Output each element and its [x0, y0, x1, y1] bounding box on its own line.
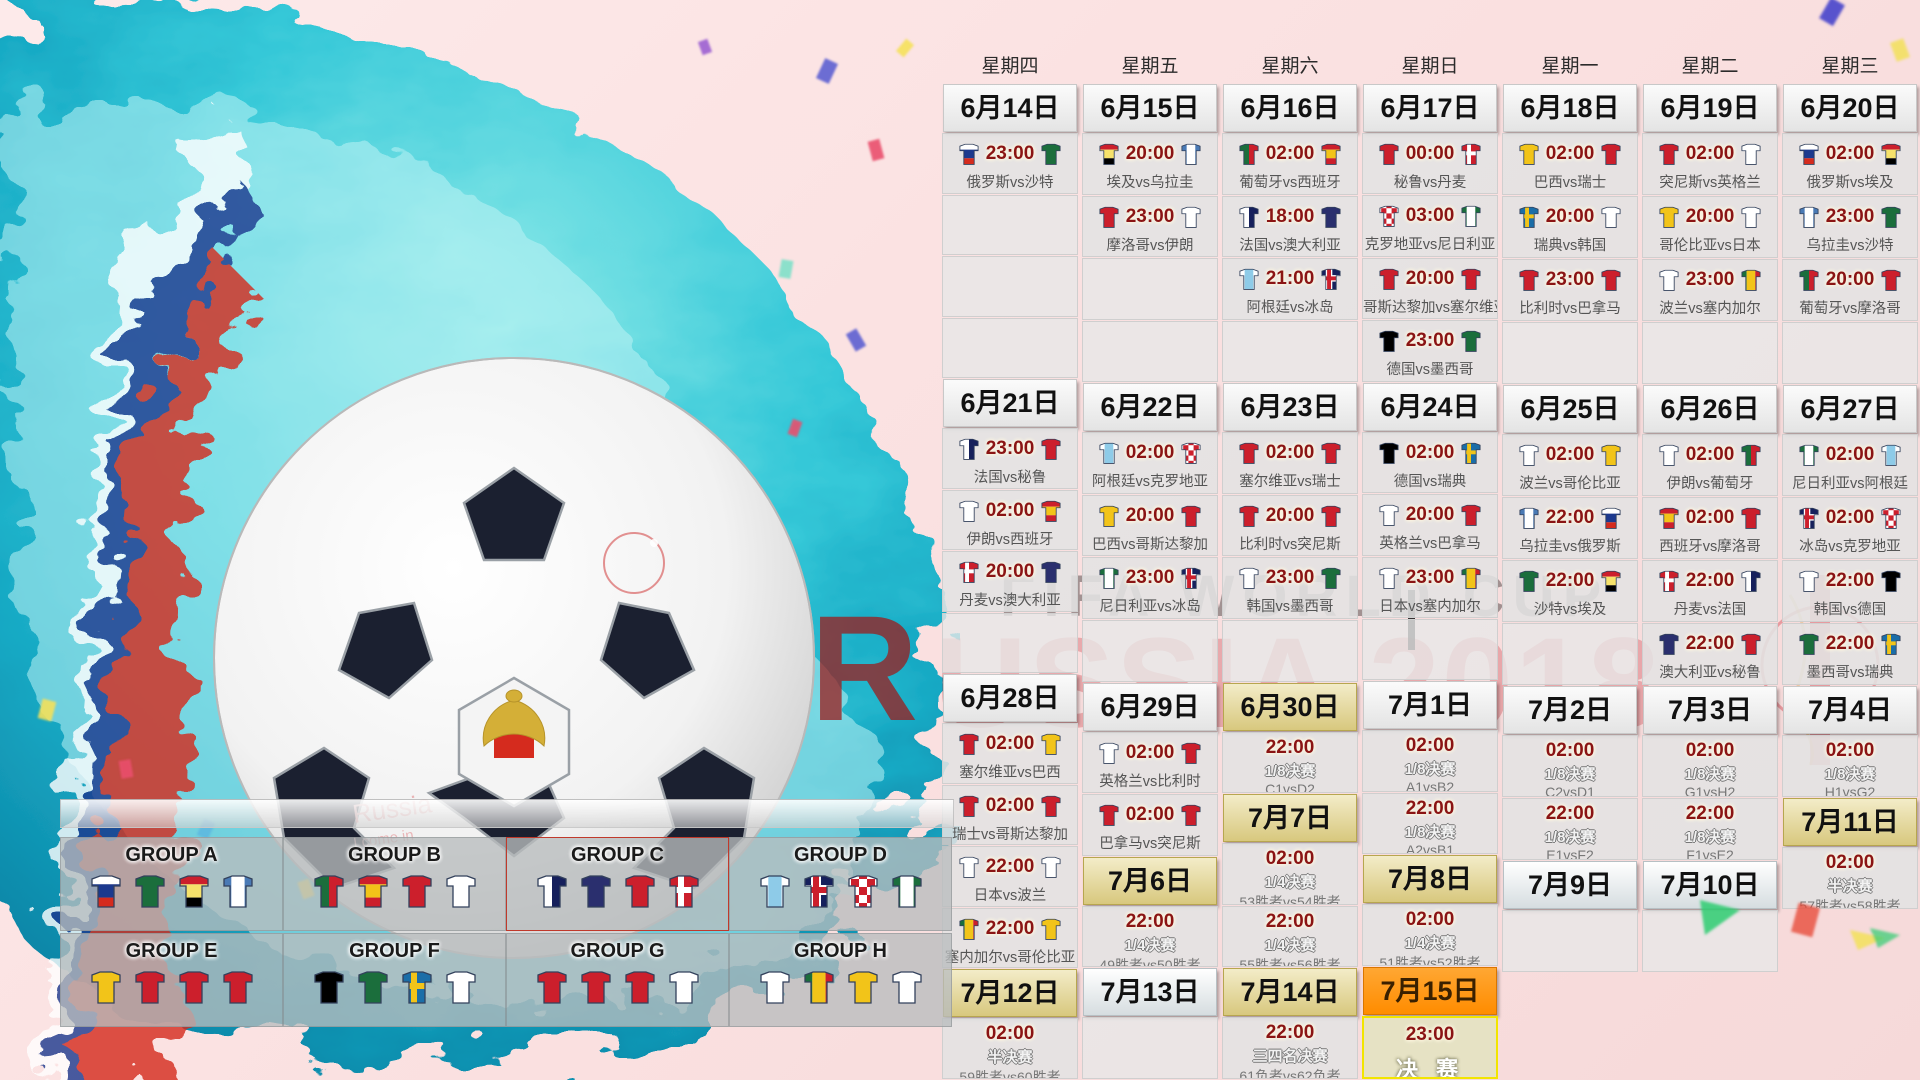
- svg-text:R: R: [810, 584, 918, 752]
